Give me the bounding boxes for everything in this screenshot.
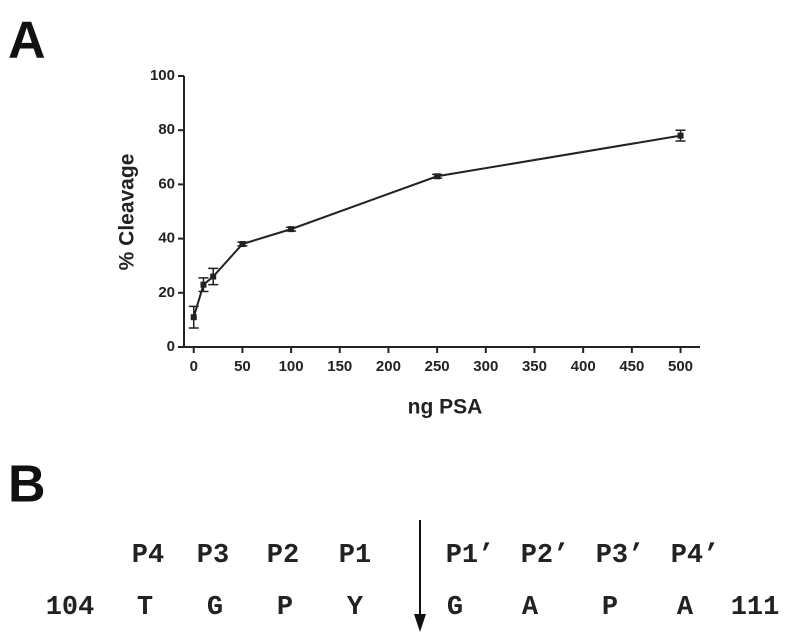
data-point xyxy=(677,132,684,139)
end-residue-number: 111 xyxy=(731,593,780,623)
x-tick-label: 0 xyxy=(190,358,198,375)
position-label: P4 xyxy=(132,541,164,571)
position-label: P1’ xyxy=(446,541,495,571)
position-label: P3 xyxy=(197,541,229,571)
x-axis-title: ng PSA xyxy=(408,396,483,419)
y-tick-label: 40 xyxy=(158,230,175,247)
y-tick-label: 100 xyxy=(150,67,175,84)
residue: G xyxy=(207,593,223,623)
data-line xyxy=(192,134,681,318)
x-tick-label: 200 xyxy=(376,358,401,375)
residue: P xyxy=(277,593,293,623)
x-tick-label: 350 xyxy=(522,358,547,375)
data-point xyxy=(190,314,197,321)
data-point xyxy=(239,241,246,248)
y-tick-label: 80 xyxy=(158,121,175,138)
x-tick-label: 500 xyxy=(668,358,693,375)
start-residue-number: 104 xyxy=(46,593,95,623)
y-tick-label: 20 xyxy=(158,284,175,301)
x-tick-label: 150 xyxy=(327,358,352,375)
x-tick-label: 100 xyxy=(279,358,304,375)
residue: A xyxy=(677,593,694,623)
residue: T xyxy=(137,593,153,623)
position-label: P2 xyxy=(267,541,299,571)
panel-label: A xyxy=(8,12,46,70)
residue: Y xyxy=(347,593,364,623)
position-label: P4’ xyxy=(671,541,720,571)
residue: G xyxy=(447,593,463,623)
panel-label: B xyxy=(8,456,46,514)
residue: P xyxy=(602,593,618,623)
x-tick-label: 50 xyxy=(234,358,251,375)
position-label: P1 xyxy=(339,541,371,571)
position-label: P2’ xyxy=(521,541,570,571)
data-point xyxy=(288,226,295,233)
x-tick-label: 250 xyxy=(425,358,450,375)
position-label: P3’ xyxy=(596,541,645,571)
data-point xyxy=(434,173,441,180)
data-point xyxy=(200,281,207,288)
y-axis-title: % Cleavage xyxy=(116,154,139,271)
y-tick-label: 60 xyxy=(158,175,175,192)
x-tick-label: 300 xyxy=(473,358,498,375)
x-tick-label: 450 xyxy=(619,358,644,375)
x-tick-label: 400 xyxy=(571,358,596,375)
data-point xyxy=(210,273,217,280)
arrow-head xyxy=(414,614,426,632)
y-tick-label: 0 xyxy=(167,338,175,355)
residue: A xyxy=(522,593,539,623)
